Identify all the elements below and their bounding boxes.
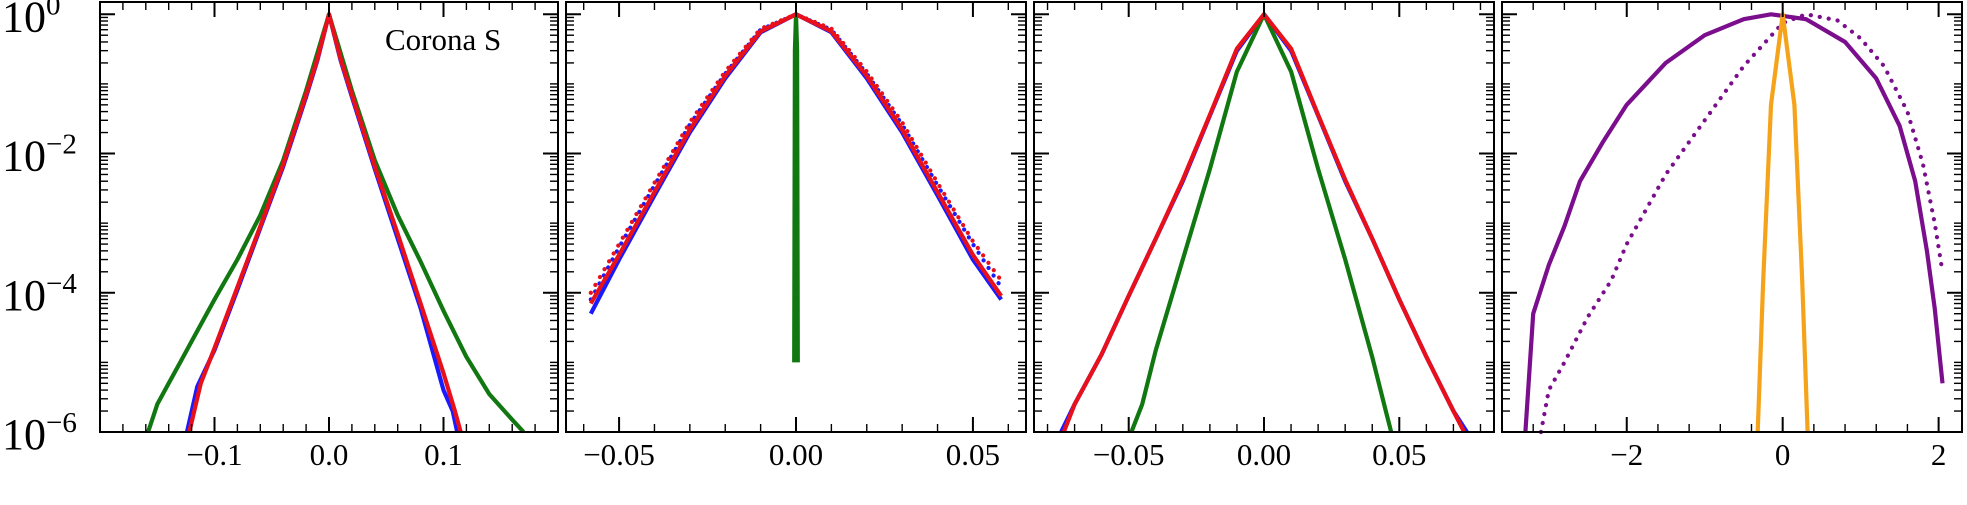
series-line-3 (792, 12, 800, 363)
panel-4: −2 0 2 (1501, 1, 1963, 472)
x-tick-label: −0.05 (583, 437, 655, 472)
y-tick-label: 10−4 (2, 268, 77, 320)
series-line-1 (1523, 12, 1945, 433)
panel-2: −0.05 0.00 0.05 (565, 1, 1027, 472)
x-tick-label: 0.05 (1372, 437, 1426, 472)
axes-frame (1033, 1, 1495, 433)
x-tick-label: 0.00 (1237, 437, 1291, 472)
y-tick-label: 10−2 (2, 129, 77, 181)
y-tick-label: 100 (2, 0, 61, 41)
x-tick-label: −2 (1610, 437, 1643, 472)
y-tick-label: 10−6 (2, 407, 77, 459)
axes-frame (1501, 1, 1963, 433)
x-tick-label: 0.0 (310, 437, 349, 472)
panel-3: −0.05 0.00 0.05 (1033, 1, 1495, 472)
panel-1: −0.1 0.0 0.1 100 10−2 10−4 10−6 (2, 0, 559, 472)
x-tick-label: −0.1 (186, 437, 242, 472)
x-tick-label: 0.00 (769, 437, 823, 472)
x-tick-label: 0.05 (946, 437, 1000, 472)
x-tick-label: 0.1 (424, 437, 463, 472)
x-tick-label: 2 (1931, 437, 1947, 472)
series-line-2 (1538, 12, 1945, 435)
corona-annotation: Corona S (385, 22, 501, 57)
series-line-2 (1129, 12, 1394, 433)
series-line-3 (1061, 12, 1467, 433)
series-line-1 (184, 12, 460, 433)
axes-frame (99, 1, 559, 433)
x-tick-label: 0 (1775, 437, 1791, 472)
series-line-3 (187, 12, 463, 433)
x-tick-label: −0.05 (1093, 437, 1165, 472)
series-line-3 (1755, 12, 1810, 433)
series-line-1 (1059, 12, 1469, 434)
